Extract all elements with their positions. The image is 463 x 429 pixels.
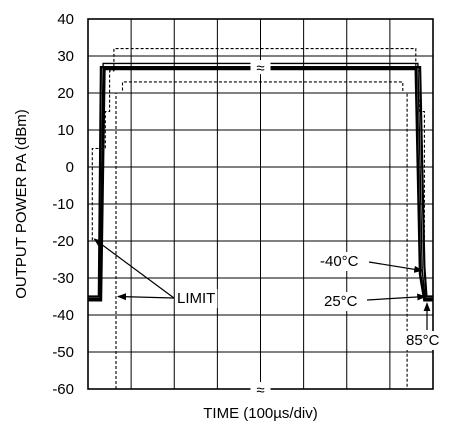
annotations: LIMIT -40°C 25°C 85°C xyxy=(93,238,442,350)
y-tick-label: -40 xyxy=(52,307,74,324)
y-tick-label: 40 xyxy=(57,11,74,28)
y-tick-label: 10 xyxy=(57,122,74,139)
x-axis-label: TIME (100µs/div) xyxy=(203,405,318,422)
axis-break-mark: ≈ xyxy=(256,60,264,77)
y-tick-label: 0 xyxy=(66,159,74,176)
annotation-arrow xyxy=(93,238,175,299)
y-tick-label: -50 xyxy=(52,344,74,361)
annotation-label: 25°C xyxy=(324,293,358,310)
series-line-4 xyxy=(88,48,433,242)
y-tick-labels: 40 30 20 10 0 -10 -20 -30 -40 -50 -60 xyxy=(52,11,74,398)
annotation-label: -40°C xyxy=(320,253,359,270)
annotation-arrow xyxy=(368,261,424,273)
y-tick-label: -30 xyxy=(52,270,74,287)
y-tick-label: -10 xyxy=(52,196,74,213)
y-tick-label: 30 xyxy=(57,48,74,65)
y-tick-label: 20 xyxy=(57,85,74,102)
annotation-label: LIMIT xyxy=(177,290,215,307)
annotation-arrow xyxy=(117,293,175,301)
grid xyxy=(88,19,433,389)
axis-break-mark: ≈ xyxy=(256,382,264,399)
series-line-5 xyxy=(115,81,408,389)
annotation-arrow xyxy=(366,293,427,301)
y-axis-label: OUTPUT POWER PA (dBm) xyxy=(13,109,30,298)
axis-break-marks: ≈≈ xyxy=(250,60,271,399)
y-tick-label: -60 xyxy=(52,381,74,398)
annotation-label: 85°C xyxy=(406,332,440,349)
y-tick-label: -20 xyxy=(52,233,74,250)
